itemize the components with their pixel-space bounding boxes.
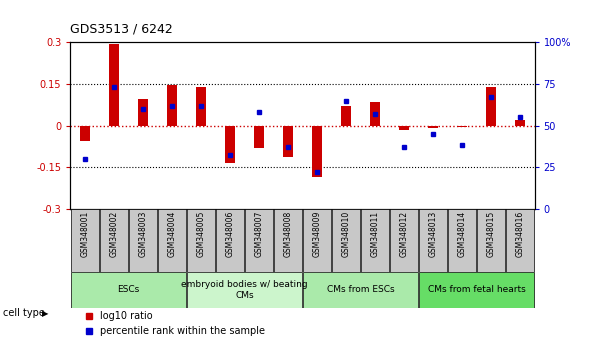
Bar (187, 209, 215, 273)
Bar (341, 106, 351, 126)
Bar (187, 273, 302, 308)
Bar (245, 209, 273, 273)
Bar (477, 209, 505, 273)
Text: ▶: ▶ (42, 309, 48, 318)
Text: GSM348002: GSM348002 (109, 211, 119, 257)
Bar (225, 126, 235, 163)
Bar (216, 209, 244, 273)
Bar (283, 126, 293, 157)
Bar (390, 209, 418, 273)
Text: GSM348015: GSM348015 (486, 211, 496, 257)
Bar (419, 209, 447, 273)
Text: GSM348007: GSM348007 (254, 211, 263, 257)
Bar (370, 102, 380, 126)
Bar (332, 209, 360, 273)
Text: CMs from ESCs: CMs from ESCs (327, 285, 394, 295)
Text: GSM348010: GSM348010 (342, 211, 351, 257)
Text: CMs from fetal hearts: CMs from fetal hearts (428, 285, 525, 295)
Text: GSM348004: GSM348004 (167, 211, 177, 257)
Text: GDS3513 / 6242: GDS3513 / 6242 (70, 22, 173, 35)
Text: percentile rank within the sample: percentile rank within the sample (100, 326, 265, 336)
Text: GSM348013: GSM348013 (428, 211, 437, 257)
Bar (274, 209, 302, 273)
Text: GSM348009: GSM348009 (312, 211, 321, 257)
Text: cell type: cell type (3, 308, 45, 318)
Text: GSM348005: GSM348005 (196, 211, 205, 257)
Bar (448, 209, 476, 273)
Bar (254, 126, 264, 148)
Bar (71, 273, 186, 308)
Bar (399, 126, 409, 130)
Text: embryoid bodies w/ beating
CMs: embryoid bodies w/ beating CMs (181, 280, 308, 300)
Bar (196, 87, 206, 126)
Bar (312, 126, 322, 177)
Text: GSM348011: GSM348011 (370, 211, 379, 257)
Bar (428, 126, 438, 128)
Bar (303, 209, 331, 273)
Bar (129, 209, 157, 273)
Bar (79, 126, 90, 141)
Text: ESCs: ESCs (117, 285, 139, 295)
Bar (109, 44, 119, 126)
Bar (419, 273, 534, 308)
Bar (137, 99, 148, 126)
Bar (457, 126, 467, 127)
Bar (506, 209, 534, 273)
Bar (361, 209, 389, 273)
Bar (100, 209, 128, 273)
Bar (486, 87, 496, 126)
Text: log10 ratio: log10 ratio (100, 310, 153, 321)
Bar (158, 209, 186, 273)
Text: GSM348003: GSM348003 (138, 211, 147, 257)
Bar (71, 209, 99, 273)
Text: GSM348016: GSM348016 (516, 211, 525, 257)
Bar (515, 120, 525, 126)
Text: GSM348012: GSM348012 (400, 211, 409, 257)
Text: GSM348008: GSM348008 (284, 211, 293, 257)
Bar (303, 273, 418, 308)
Text: GSM348001: GSM348001 (80, 211, 89, 257)
Bar (167, 85, 177, 126)
Text: GSM348014: GSM348014 (458, 211, 467, 257)
Text: GSM348006: GSM348006 (225, 211, 235, 257)
